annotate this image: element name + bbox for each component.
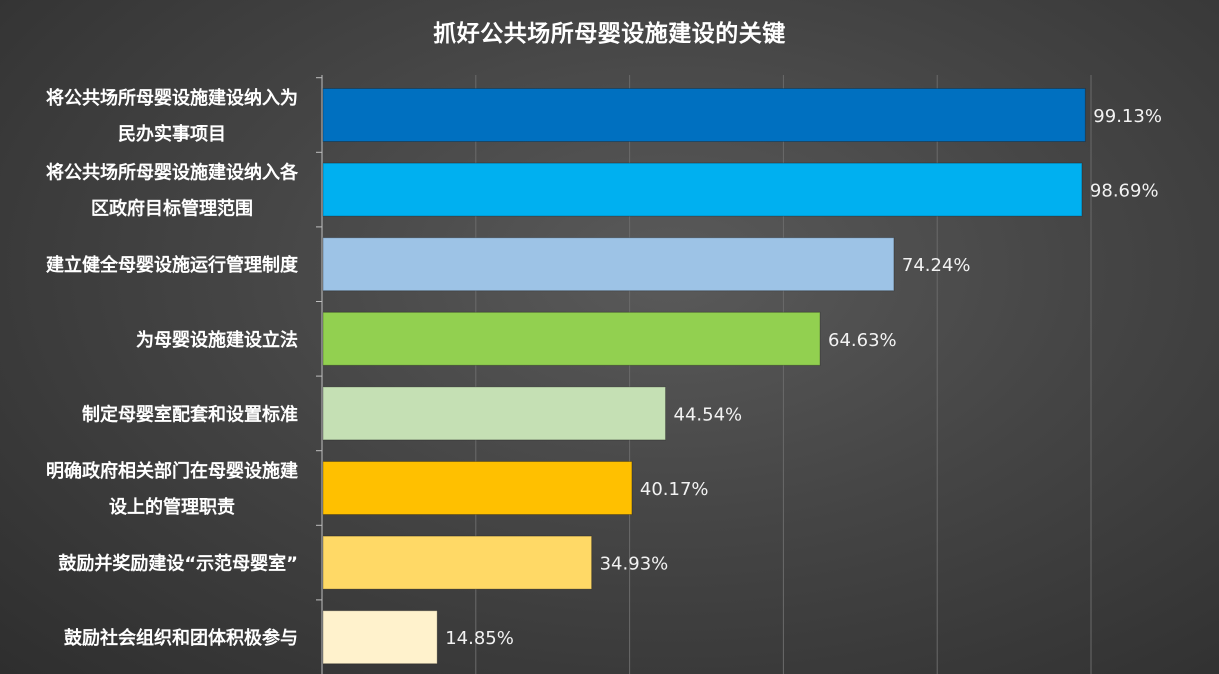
bar: [322, 461, 633, 515]
data-label: 64.63%: [828, 330, 897, 351]
category-label: 鼓励并奖励建设“示范母婴室”: [58, 553, 298, 575]
data-label: 74.24%: [902, 255, 971, 276]
category-label: 为母婴设施建设立法: [136, 329, 298, 351]
data-label: 14.85%: [445, 628, 514, 649]
data-label: 98.69%: [1090, 181, 1159, 202]
category-axis: [316, 75, 323, 674]
bar: [322, 88, 1086, 142]
bar: [322, 610, 438, 665]
category-label: 将公共场所母婴设施建设纳入各区政府目标管理范围: [46, 162, 299, 220]
bar: [322, 237, 895, 292]
category-label: 鼓励社会组织和团体积极参与: [64, 627, 298, 649]
category-label: 制定母婴室配套和设置标准: [82, 403, 298, 425]
category-label: 明确政府相关部门在母婴设施建设上的管理职责: [46, 460, 298, 518]
bar: [322, 386, 667, 441]
bar: [322, 311, 821, 366]
bar: [322, 535, 593, 590]
labels: 99.13% 将公共场所母婴设施建设纳入为民办实事项目 98.69% 将公共场所母婴设…: [46, 87, 1162, 649]
data-label: 44.54%: [674, 404, 743, 425]
bar: [322, 162, 1083, 217]
chart-title: 抓好公共场所母婴设施建设的关键: [433, 21, 786, 47]
data-label: 99.13%: [1093, 106, 1162, 127]
category-label: 将公共场所母婴设施建设纳入为民办实事项目: [46, 87, 298, 145]
data-label: 34.93%: [600, 554, 669, 575]
data-label: 40.17%: [640, 479, 709, 500]
category-label: 建立健全母婴设施运行管理制度: [46, 254, 299, 276]
bars: [322, 88, 1086, 665]
